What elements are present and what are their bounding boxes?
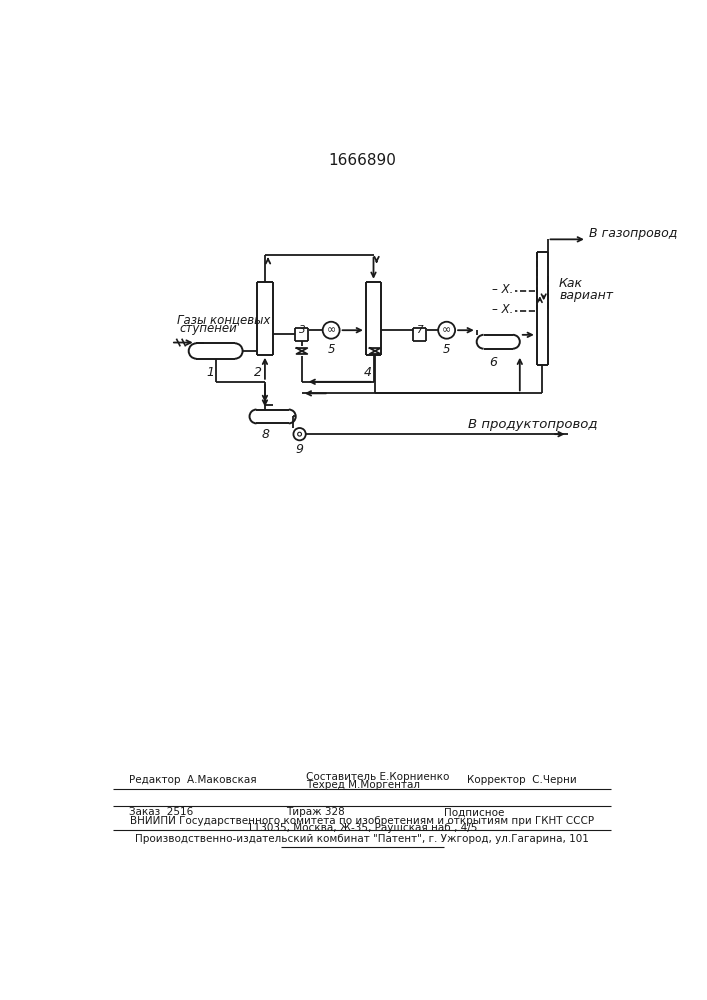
Text: Заказ  2516: Заказ 2516 — [129, 807, 193, 817]
Text: В продуктопровод: В продуктопровод — [468, 418, 597, 431]
Text: Техред М.Моргентал: Техред М.Моргентал — [305, 780, 420, 790]
Text: вариант: вариант — [559, 289, 613, 302]
Text: 9: 9 — [296, 443, 303, 456]
Text: 8: 8 — [262, 428, 269, 441]
Text: 3: 3 — [298, 325, 305, 335]
Text: 1666890: 1666890 — [328, 153, 396, 168]
Text: Корректор  С.Черни: Корректор С.Черни — [467, 775, 577, 785]
Text: 6: 6 — [490, 356, 498, 369]
Text: 113035, Москва, Ж-35, Раушская наб., 4/5: 113035, Москва, Ж-35, Раушская наб., 4/5 — [247, 823, 477, 833]
Text: 7: 7 — [416, 325, 423, 335]
Text: 1: 1 — [206, 366, 214, 379]
Text: ВНИИПИ Государственного комитета по изобретениям и открытиям при ГКНТ СССР: ВНИИПИ Государственного комитета по изоб… — [130, 816, 594, 826]
Text: 5: 5 — [443, 343, 450, 356]
Text: ступеней: ступеней — [180, 322, 238, 335]
Text: 4: 4 — [363, 366, 371, 379]
Text: Подписное: Подписное — [444, 807, 505, 817]
Text: Редактор  А.Маковская: Редактор А.Маковская — [129, 775, 256, 785]
Text: 5: 5 — [327, 343, 335, 356]
Text: ∞: ∞ — [327, 325, 336, 335]
Text: Производственно-издательский комбинат "Патент", г. Ужгород, ул.Гагарина, 101: Производственно-издательский комбинат "П… — [135, 834, 589, 844]
Text: – Х.: – Х. — [492, 303, 514, 316]
Text: ∞: ∞ — [442, 325, 451, 335]
Text: Составитель Е.Корниенко: Составитель Е.Корниенко — [305, 772, 449, 782]
Text: Как: Как — [559, 277, 583, 290]
Text: В газопровод: В газопровод — [589, 227, 677, 240]
Text: – Х.: – Х. — [492, 283, 514, 296]
Text: 2: 2 — [254, 366, 262, 379]
Text: Тираж 328: Тираж 328 — [286, 807, 345, 817]
Text: Газы концевых: Газы концевых — [177, 313, 271, 326]
